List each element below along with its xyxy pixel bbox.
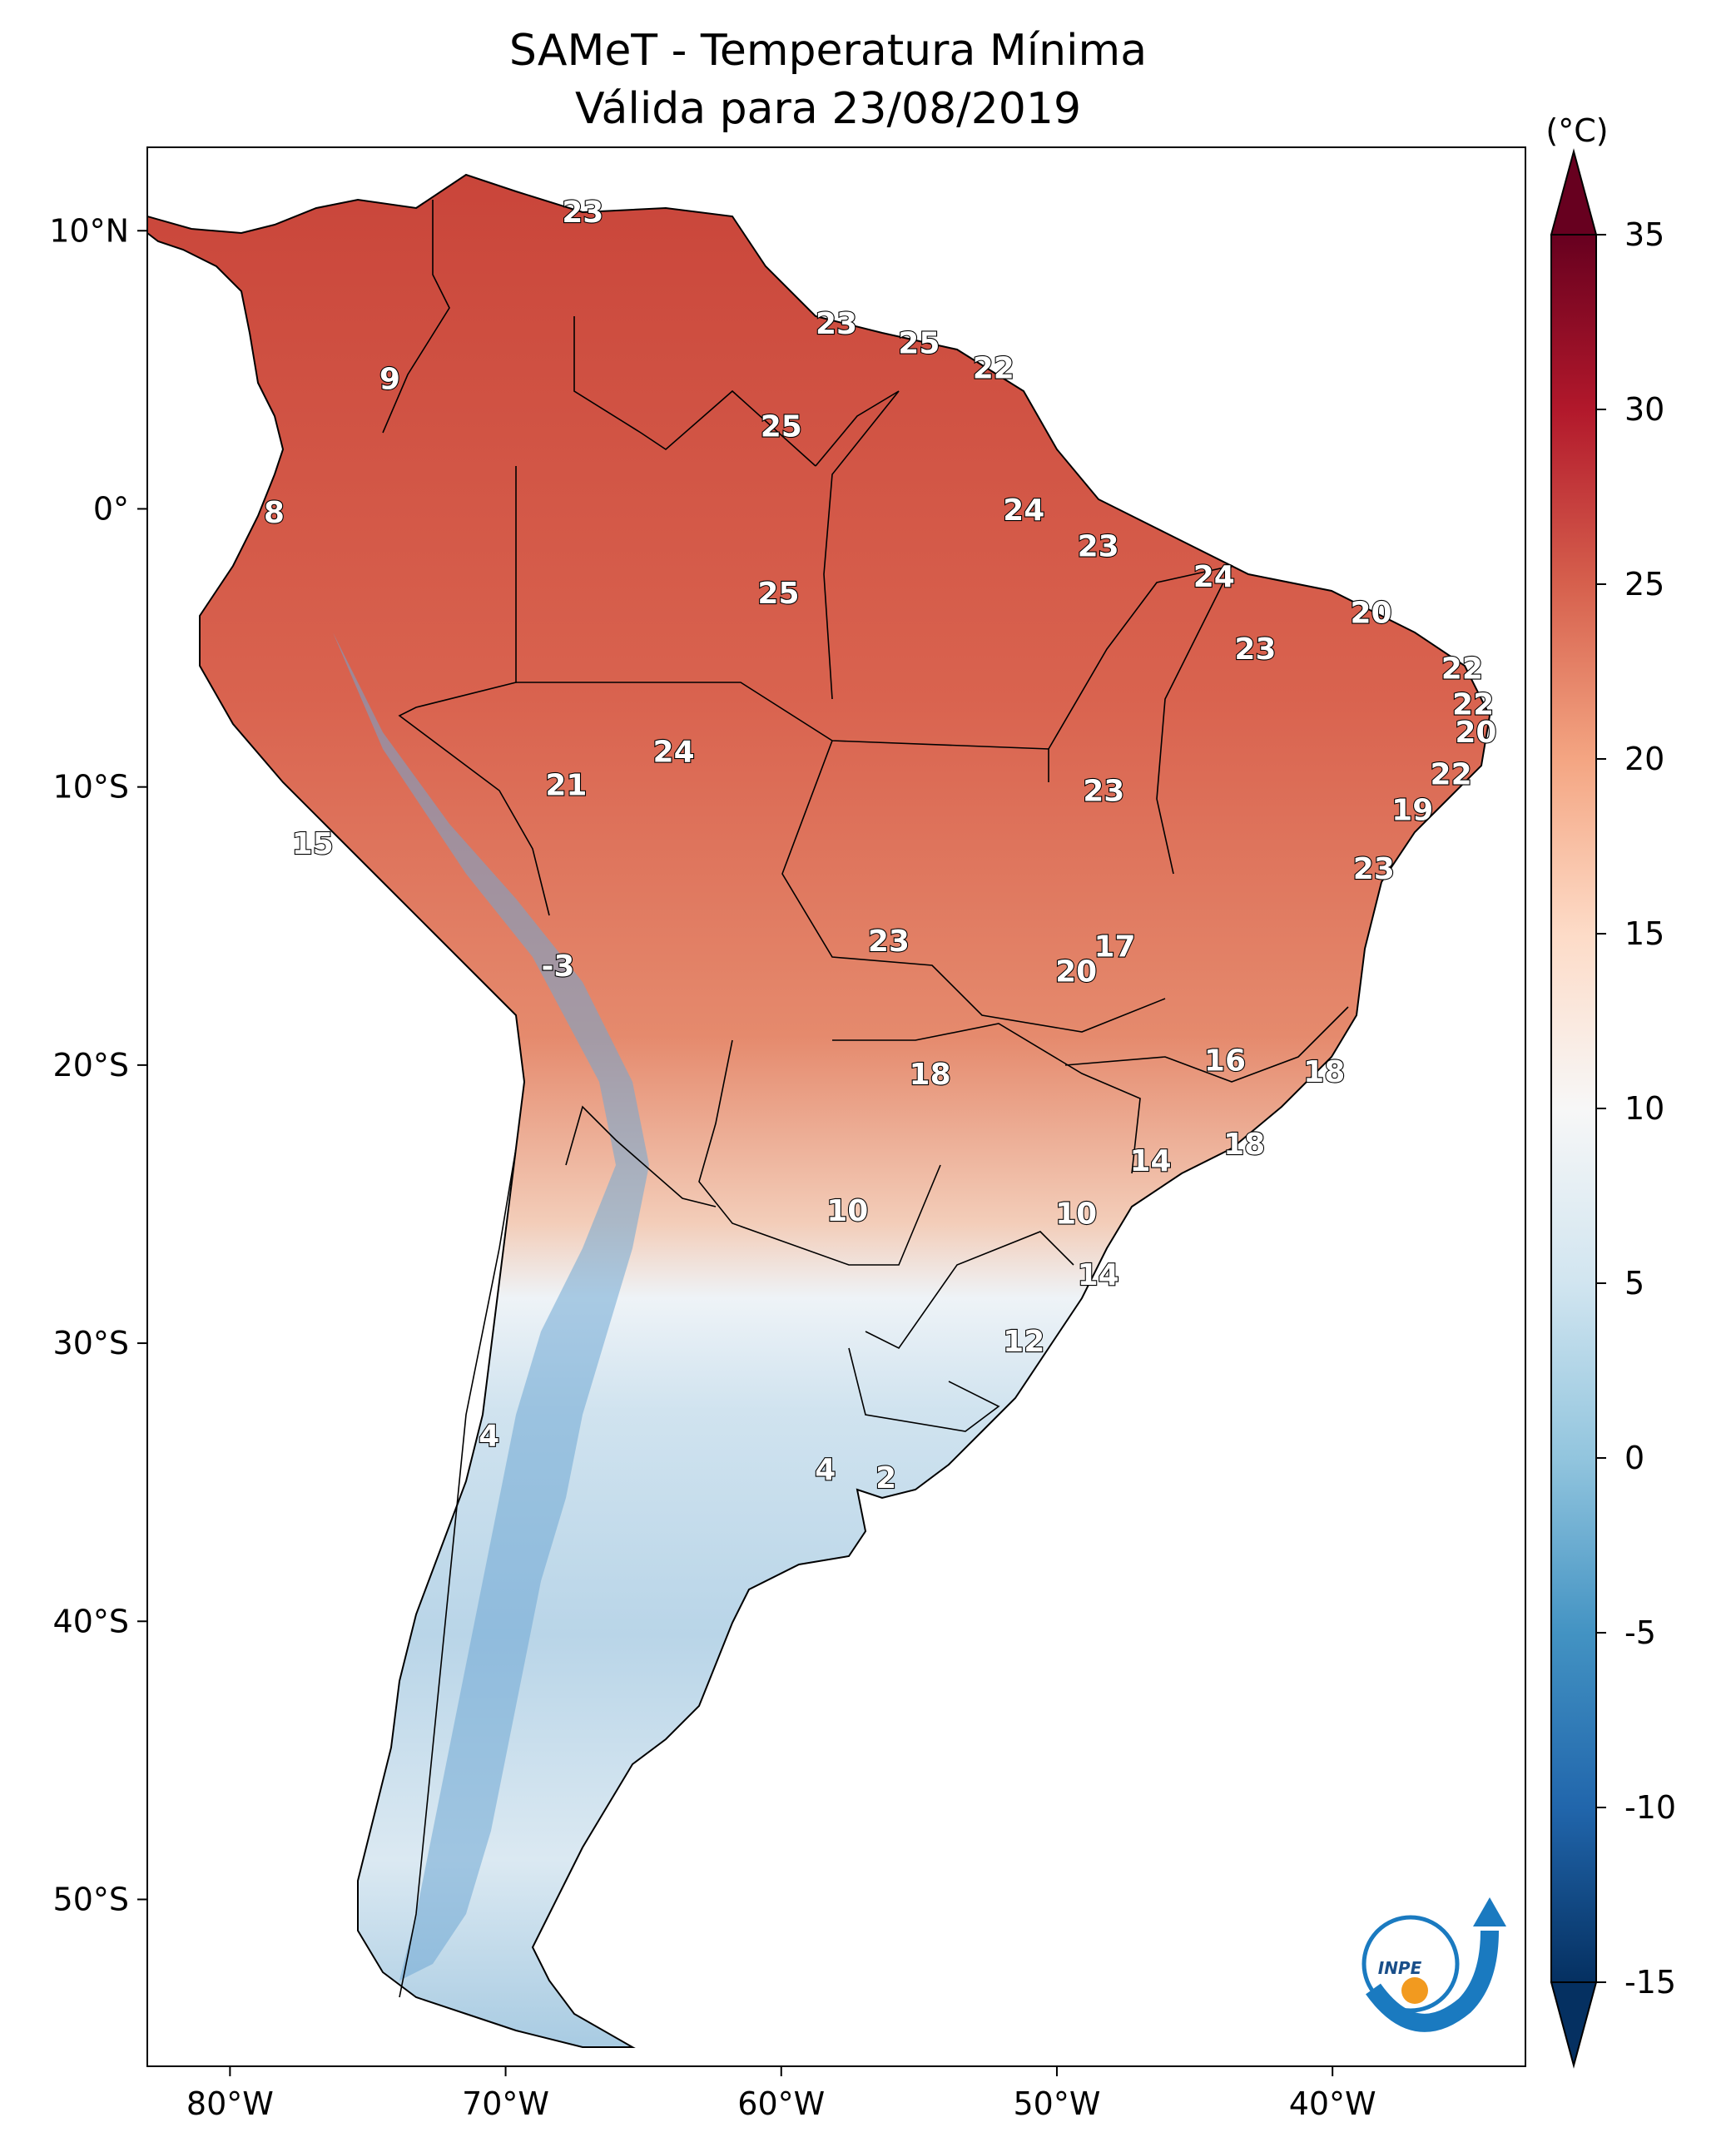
lat-tick-label: 50°S [53, 1881, 129, 1917]
station-label: 23 [1078, 529, 1119, 563]
station-label: 20 [1055, 955, 1097, 989]
colorbar-bar [1550, 234, 1597, 1983]
colorbar-tick-label: 15 [1624, 915, 1664, 952]
station-label: 23 [562, 196, 603, 230]
lat-tick-label: 10°N [49, 212, 129, 249]
lon-tick-label: 50°W [1013, 2085, 1100, 2122]
logo-dot-icon [1401, 1977, 1428, 2004]
station-label: 24 [1003, 493, 1044, 528]
lon-tick-label: 70°W [462, 2085, 549, 2122]
latitude-ticks: 10°N 0° 10°S 20°S 30°S 40°S 50°S [49, 212, 147, 1917]
station-label: 10 [1055, 1197, 1097, 1231]
map-area [147, 147, 1525, 2066]
lon-tick-label: 80°W [186, 2085, 274, 2122]
station-label: 17 [1094, 930, 1135, 964]
station-label: 23 [816, 307, 857, 341]
longitude-ticks: 80°W 70°W 60°W 50°W 40°W [186, 2066, 1376, 2122]
station-label: 2 [875, 1461, 896, 1495]
colorbar-tick-label: -10 [1624, 1789, 1676, 1826]
station-label: 25 [898, 326, 940, 360]
title-line-1: SAMeT - Temperatura Mínima [509, 26, 1147, 76]
lat-tick-label: 20°S [53, 1047, 129, 1083]
political-borders [382, 200, 1349, 1998]
colorbar-unit: (°C) [1545, 112, 1608, 149]
station-label: 21 [545, 769, 587, 803]
station-label: 19 [1391, 794, 1433, 828]
colorbar-tick-label: 35 [1624, 216, 1664, 253]
colorbar-ticks: 35 30 25 20 15 10 5 0 -5 -10 -15 [1596, 216, 1676, 2001]
station-label: 9 [379, 363, 400, 397]
lat-tick-label: 40°S [53, 1603, 129, 1639]
station-label: 4 [479, 1420, 499, 1454]
station-label: 16 [1204, 1044, 1246, 1078]
logo-text: INPE [1378, 1958, 1422, 1978]
lon-tick-label: 60°W [737, 2085, 825, 2122]
colorbar-tick-label: 0 [1624, 1440, 1644, 1476]
station-label: 25 [761, 410, 802, 444]
station-label: 20 [1455, 716, 1496, 750]
lat-tick-label: 0° [93, 490, 129, 527]
colorbar: (°C) 35 30 25 20 15 10 5 0 -5 -10 -15 [1545, 112, 1676, 2069]
colorbar-tick-label: 20 [1624, 741, 1664, 777]
station-label: 12 [1003, 1325, 1044, 1359]
station-label: 22 [1452, 688, 1494, 722]
station-label: 23 [1083, 774, 1124, 808]
station-label: 15 [292, 827, 334, 861]
lon-tick-label: 40°W [1289, 2085, 1376, 2122]
station-label: 14 [1078, 1258, 1119, 1292]
lat-tick-label: 30°S [53, 1325, 129, 1361]
south-america-landmass [147, 173, 1491, 2048]
title-line-2: Válida para 23/08/2019 [575, 84, 1081, 134]
colorbar-tick-label: -15 [1624, 1964, 1676, 2001]
logo-ring-icon [1362, 1915, 1460, 2013]
colorbar-tick-label: 25 [1624, 566, 1664, 602]
station-label: 8 [264, 496, 285, 530]
station-label: 24 [653, 736, 695, 770]
station-label: -3 [541, 950, 574, 984]
logo-swoosh-icon [1366, 1930, 1499, 2032]
inpe-logo: INPE [1362, 1897, 1506, 2032]
station-label: 18 [1303, 1055, 1345, 1089]
station-label: 4 [815, 1453, 836, 1487]
station-label: 25 [757, 577, 799, 611]
station-label: 22 [1431, 757, 1472, 791]
colorbar-tick-label: 5 [1624, 1265, 1644, 1302]
colorbar-max-extend [1550, 148, 1598, 236]
lat-tick-label: 10°S [53, 769, 129, 806]
colorbar-tick-label: 10 [1624, 1090, 1664, 1127]
station-label: 22 [973, 351, 1014, 385]
colorbar-min-extend [1550, 1981, 1598, 2069]
logo-arrow-icon [1473, 1897, 1506, 1926]
station-label: 23 [1234, 632, 1276, 667]
colorbar-tick-label: -5 [1624, 1614, 1656, 1651]
station-label: 14 [1130, 1144, 1172, 1178]
station-label: 18 [910, 1058, 951, 1092]
colorbar-tick-label: 30 [1624, 391, 1664, 428]
station-label: 24 [1193, 560, 1235, 594]
station-label: 20 [1350, 596, 1391, 630]
station-label: 22 [1441, 652, 1483, 686]
station-label: 18 [1223, 1128, 1265, 1162]
station-label: 23 [1353, 852, 1395, 886]
station-label: 10 [826, 1194, 868, 1228]
station-label: 23 [868, 925, 910, 959]
map-frame [146, 146, 1526, 2067]
